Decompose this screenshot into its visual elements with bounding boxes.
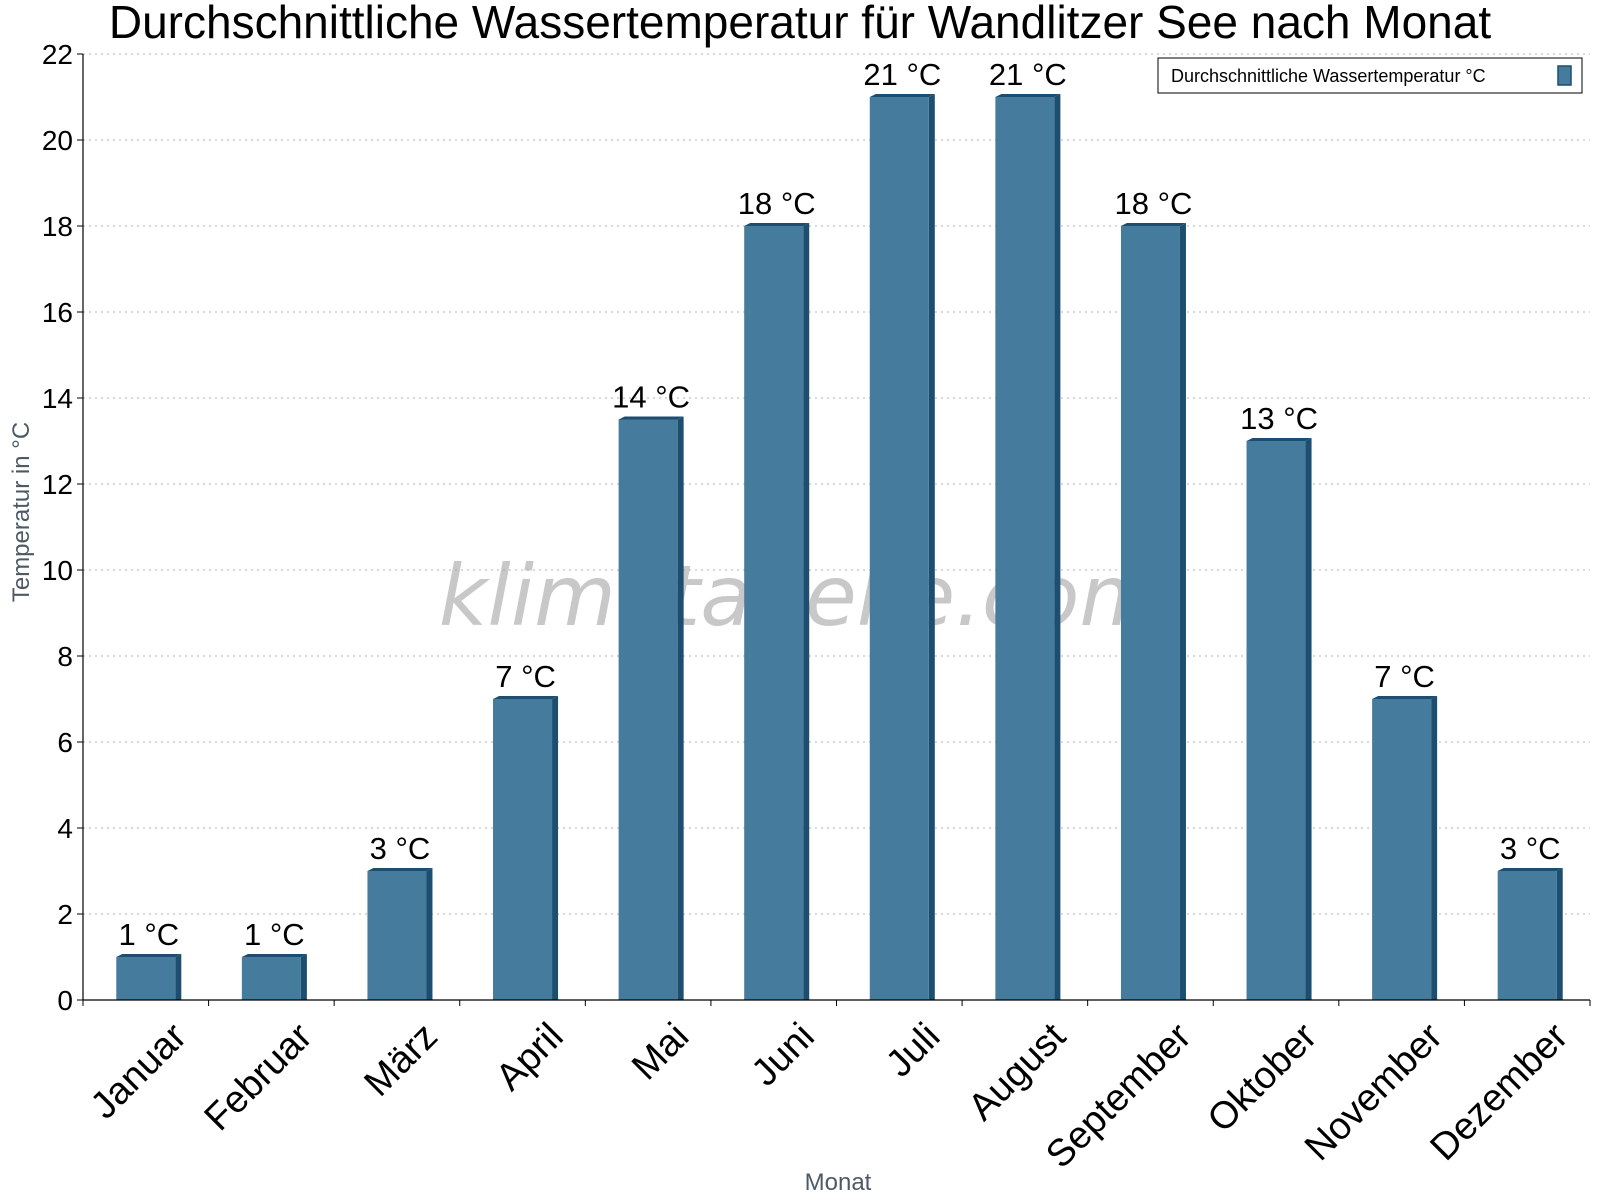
- data-label: 18 °C: [1115, 186, 1193, 221]
- grid-lines: [83, 53, 1590, 915]
- bar-side: [1179, 223, 1186, 1000]
- bar-side: [803, 223, 810, 1000]
- bar: [618, 416, 684, 1000]
- bar-front: [1497, 871, 1557, 1000]
- bar-front: [744, 226, 804, 1000]
- x-tick-label: Oktober: [1200, 1015, 1326, 1141]
- y-axis-ticks: 0 2 4 6 8 10 12 14 16 18 20 22: [42, 39, 83, 1016]
- y-tick-label: 4: [57, 813, 73, 844]
- bar-top: [869, 94, 935, 97]
- data-label: 3 °C: [1500, 831, 1561, 866]
- data-label: 7 °C: [1374, 659, 1435, 694]
- legend: Durchschnittliche Wassertemperatur °C: [1157, 57, 1583, 94]
- bar: [493, 696, 559, 1000]
- bar: [869, 94, 935, 1000]
- y-tick-label: 12: [42, 469, 73, 500]
- bar-top: [493, 696, 559, 699]
- bar-top: [995, 94, 1061, 97]
- y-tick-label: 10: [42, 555, 73, 586]
- bar: [241, 954, 307, 1000]
- bar-front: [1120, 226, 1180, 1000]
- bar: [744, 223, 810, 1000]
- bar-front: [1372, 699, 1432, 1000]
- bar-top: [367, 868, 433, 871]
- data-label: 3 °C: [370, 831, 431, 866]
- chart-title: Durchschnittliche Wassertemperatur für W…: [109, 0, 1491, 48]
- legend-label: Durchschnittliche Wassertemperatur °C: [1171, 66, 1486, 86]
- bar-side: [1431, 696, 1438, 1000]
- y-tick-label: 14: [42, 383, 73, 414]
- y-tick-label: 0: [57, 985, 73, 1016]
- x-tick-label: Februar: [197, 1015, 321, 1139]
- bar: [1120, 223, 1186, 1000]
- bar: [995, 94, 1061, 1000]
- x-tick-label: Dezember: [1423, 1015, 1577, 1169]
- x-tick-label: Juli: [878, 1015, 948, 1085]
- axes: [82, 54, 1590, 1001]
- data-label: 7 °C: [495, 659, 556, 694]
- y-tick-label: 8: [57, 641, 73, 672]
- bar: [367, 868, 433, 1000]
- bar-top: [1120, 223, 1186, 226]
- bar-series: [116, 94, 1563, 1000]
- bar-top: [618, 416, 684, 420]
- x-tick-label: August: [961, 1015, 1075, 1129]
- bar: [116, 954, 182, 1000]
- y-tick-label: 6: [57, 727, 73, 758]
- bar-front: [618, 419, 678, 1000]
- bar-front: [869, 97, 929, 1000]
- bar: [1246, 438, 1312, 1000]
- y-tick-label: 2: [57, 899, 73, 930]
- bar-front: [116, 957, 176, 1000]
- data-label: 21 °C: [863, 57, 941, 92]
- bar: [1372, 696, 1438, 1000]
- legend-swatch: [1557, 65, 1572, 86]
- x-tick-label: Mai: [624, 1015, 697, 1088]
- data-label: 13 °C: [1240, 401, 1318, 436]
- bar: [1497, 868, 1563, 1000]
- data-label: 1 °C: [118, 917, 179, 952]
- bar-front: [995, 97, 1055, 1000]
- x-axis-ticks: Januar Februar März April Mai Juni Juli AugustS…: [82, 1000, 1591, 1176]
- legend-box: [1157, 57, 1583, 94]
- bar-front: [1246, 441, 1306, 1000]
- bar-side: [426, 868, 433, 1000]
- bar-side: [928, 94, 935, 1000]
- bar-front: [493, 699, 553, 1000]
- bar-top: [1246, 438, 1312, 441]
- bar-front: [367, 871, 427, 1000]
- bar-side: [1305, 438, 1312, 1000]
- bar-top: [1497, 868, 1563, 871]
- data-label: 14 °C: [612, 380, 690, 415]
- bar-top: [1372, 696, 1438, 699]
- y-tick-label: 22: [42, 39, 73, 70]
- bar-side: [552, 696, 559, 1000]
- x-axis-label: Monat: [805, 1169, 872, 1196]
- bar-side: [677, 416, 684, 1000]
- x-tick-label: Juni: [744, 1015, 823, 1094]
- bar-side: [175, 954, 182, 1000]
- bar-top: [116, 954, 182, 957]
- data-label: 18 °C: [738, 186, 816, 221]
- data-label: 21 °C: [989, 57, 1067, 92]
- bar-top: [241, 954, 307, 957]
- bar-side: [300, 954, 307, 1000]
- y-axis-label: Temperatur in °C: [8, 422, 35, 602]
- x-tick-label: Januar: [83, 1015, 195, 1127]
- bar-side: [1054, 94, 1061, 1000]
- y-tick-label: 20: [42, 125, 73, 156]
- x-tick-label: April: [488, 1015, 571, 1098]
- x-tick-label: März: [357, 1015, 446, 1104]
- bar-top: [744, 223, 810, 226]
- y-tick-label: 18: [42, 211, 73, 242]
- data-labels: 1 °C 1 °C 3 °C 7 °C 14 °C 18 °C 21 °C 21 °C 18 °…: [118, 57, 1560, 952]
- y-tick-label: 16: [42, 297, 73, 328]
- bar-side: [1556, 868, 1563, 1000]
- bar-front: [241, 957, 301, 1000]
- data-label: 1 °C: [244, 917, 305, 952]
